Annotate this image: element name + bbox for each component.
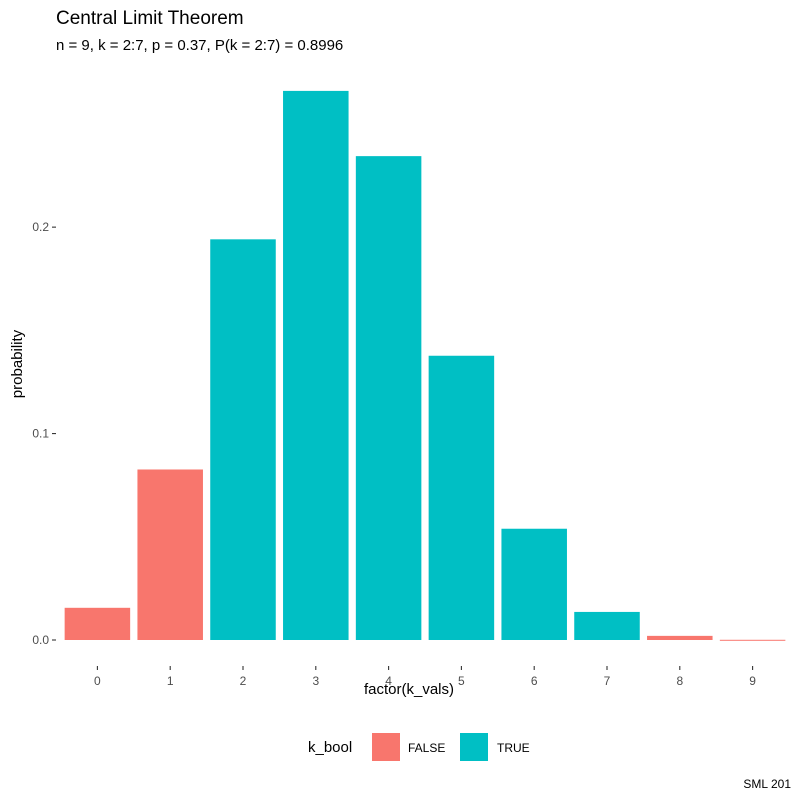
bar-k-9	[719, 639, 786, 641]
x-tick-label-8: 8	[676, 674, 683, 688]
x-tick-label-7: 7	[604, 674, 611, 688]
bar-k-2	[210, 239, 276, 640]
plot-area	[64, 90, 786, 641]
bar-k-6	[501, 528, 567, 640]
chart-title: Central Limit Theorem	[56, 8, 244, 29]
bar-k-3	[283, 90, 349, 640]
bar-k-7	[574, 611, 640, 640]
bar-k-5	[428, 355, 495, 640]
bar-k-4	[355, 156, 422, 640]
y-axis: 0.0 0.1 0.2	[32, 220, 56, 647]
x-tick-label-5: 5	[458, 674, 465, 688]
y-axis-title: probability	[9, 329, 26, 398]
x-axis: 0 1 2 3 4 5 6 7 8 9	[94, 666, 756, 688]
y-tick-label-2: 0.2	[32, 220, 49, 234]
x-axis-title: factor(k_vals)	[364, 681, 454, 698]
x-tick-label-2: 2	[240, 674, 247, 688]
bar-k-1	[137, 469, 203, 640]
x-tick-label-9: 9	[749, 674, 756, 688]
legend-swatch-true	[460, 733, 488, 761]
y-tick-label-1: 0.1	[32, 427, 49, 441]
chart-subtitle: n = 9, k = 2:7, p = 0.37, P(k = 2:7) = 0…	[56, 37, 343, 54]
legend-label-true: TRUE	[497, 741, 530, 755]
y-tick-label-0: 0.0	[32, 633, 49, 647]
legend-label-false: FALSE	[408, 741, 445, 755]
legend: k_bool FALSE TRUE	[308, 733, 530, 761]
legend-swatch-false	[372, 733, 400, 761]
x-tick-label-0: 0	[94, 674, 101, 688]
legend-title: k_bool	[308, 739, 352, 756]
bar-k-0	[64, 607, 131, 640]
chart-caption: SML 201	[743, 777, 791, 791]
x-tick-label-4: 4	[385, 674, 392, 688]
x-tick-label-6: 6	[531, 674, 538, 688]
x-tick-label-3: 3	[312, 674, 319, 688]
x-tick-label-1: 1	[167, 674, 174, 688]
bar-k-8	[647, 635, 713, 640]
